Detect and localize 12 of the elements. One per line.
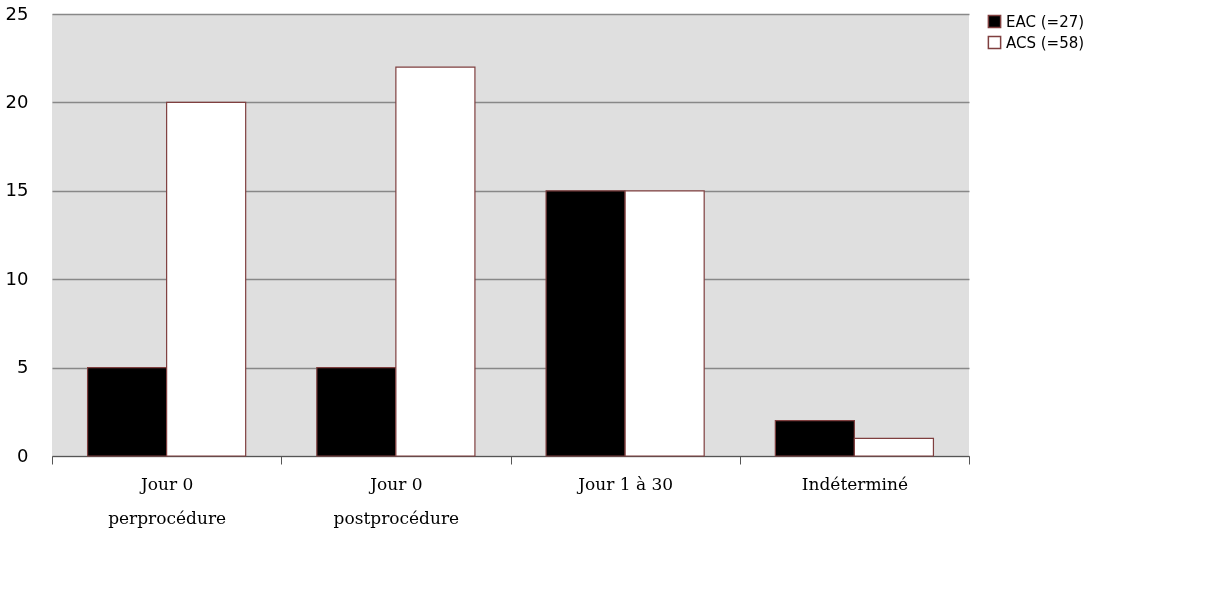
x-tick-label: Jour 0 perprocédure: [108, 473, 227, 528]
legend-label: EAC (=27): [1006, 12, 1085, 31]
y-tick-label: 20: [5, 90, 29, 112]
x-tick-label: Indéterminé: [801, 473, 908, 494]
x-tick-label: Jour 1 à 30: [576, 473, 674, 494]
y-tick-label: 10: [5, 267, 29, 289]
y-tick-label: 0: [17, 444, 29, 466]
legend-label: ACS (=58): [1006, 33, 1085, 52]
y-tick-label: 5: [17, 356, 29, 378]
y-tick-label: 15: [5, 179, 29, 201]
y-tick-label: 25: [5, 2, 29, 24]
x-tick-label: Jour 0 postprocédure: [333, 473, 460, 528]
